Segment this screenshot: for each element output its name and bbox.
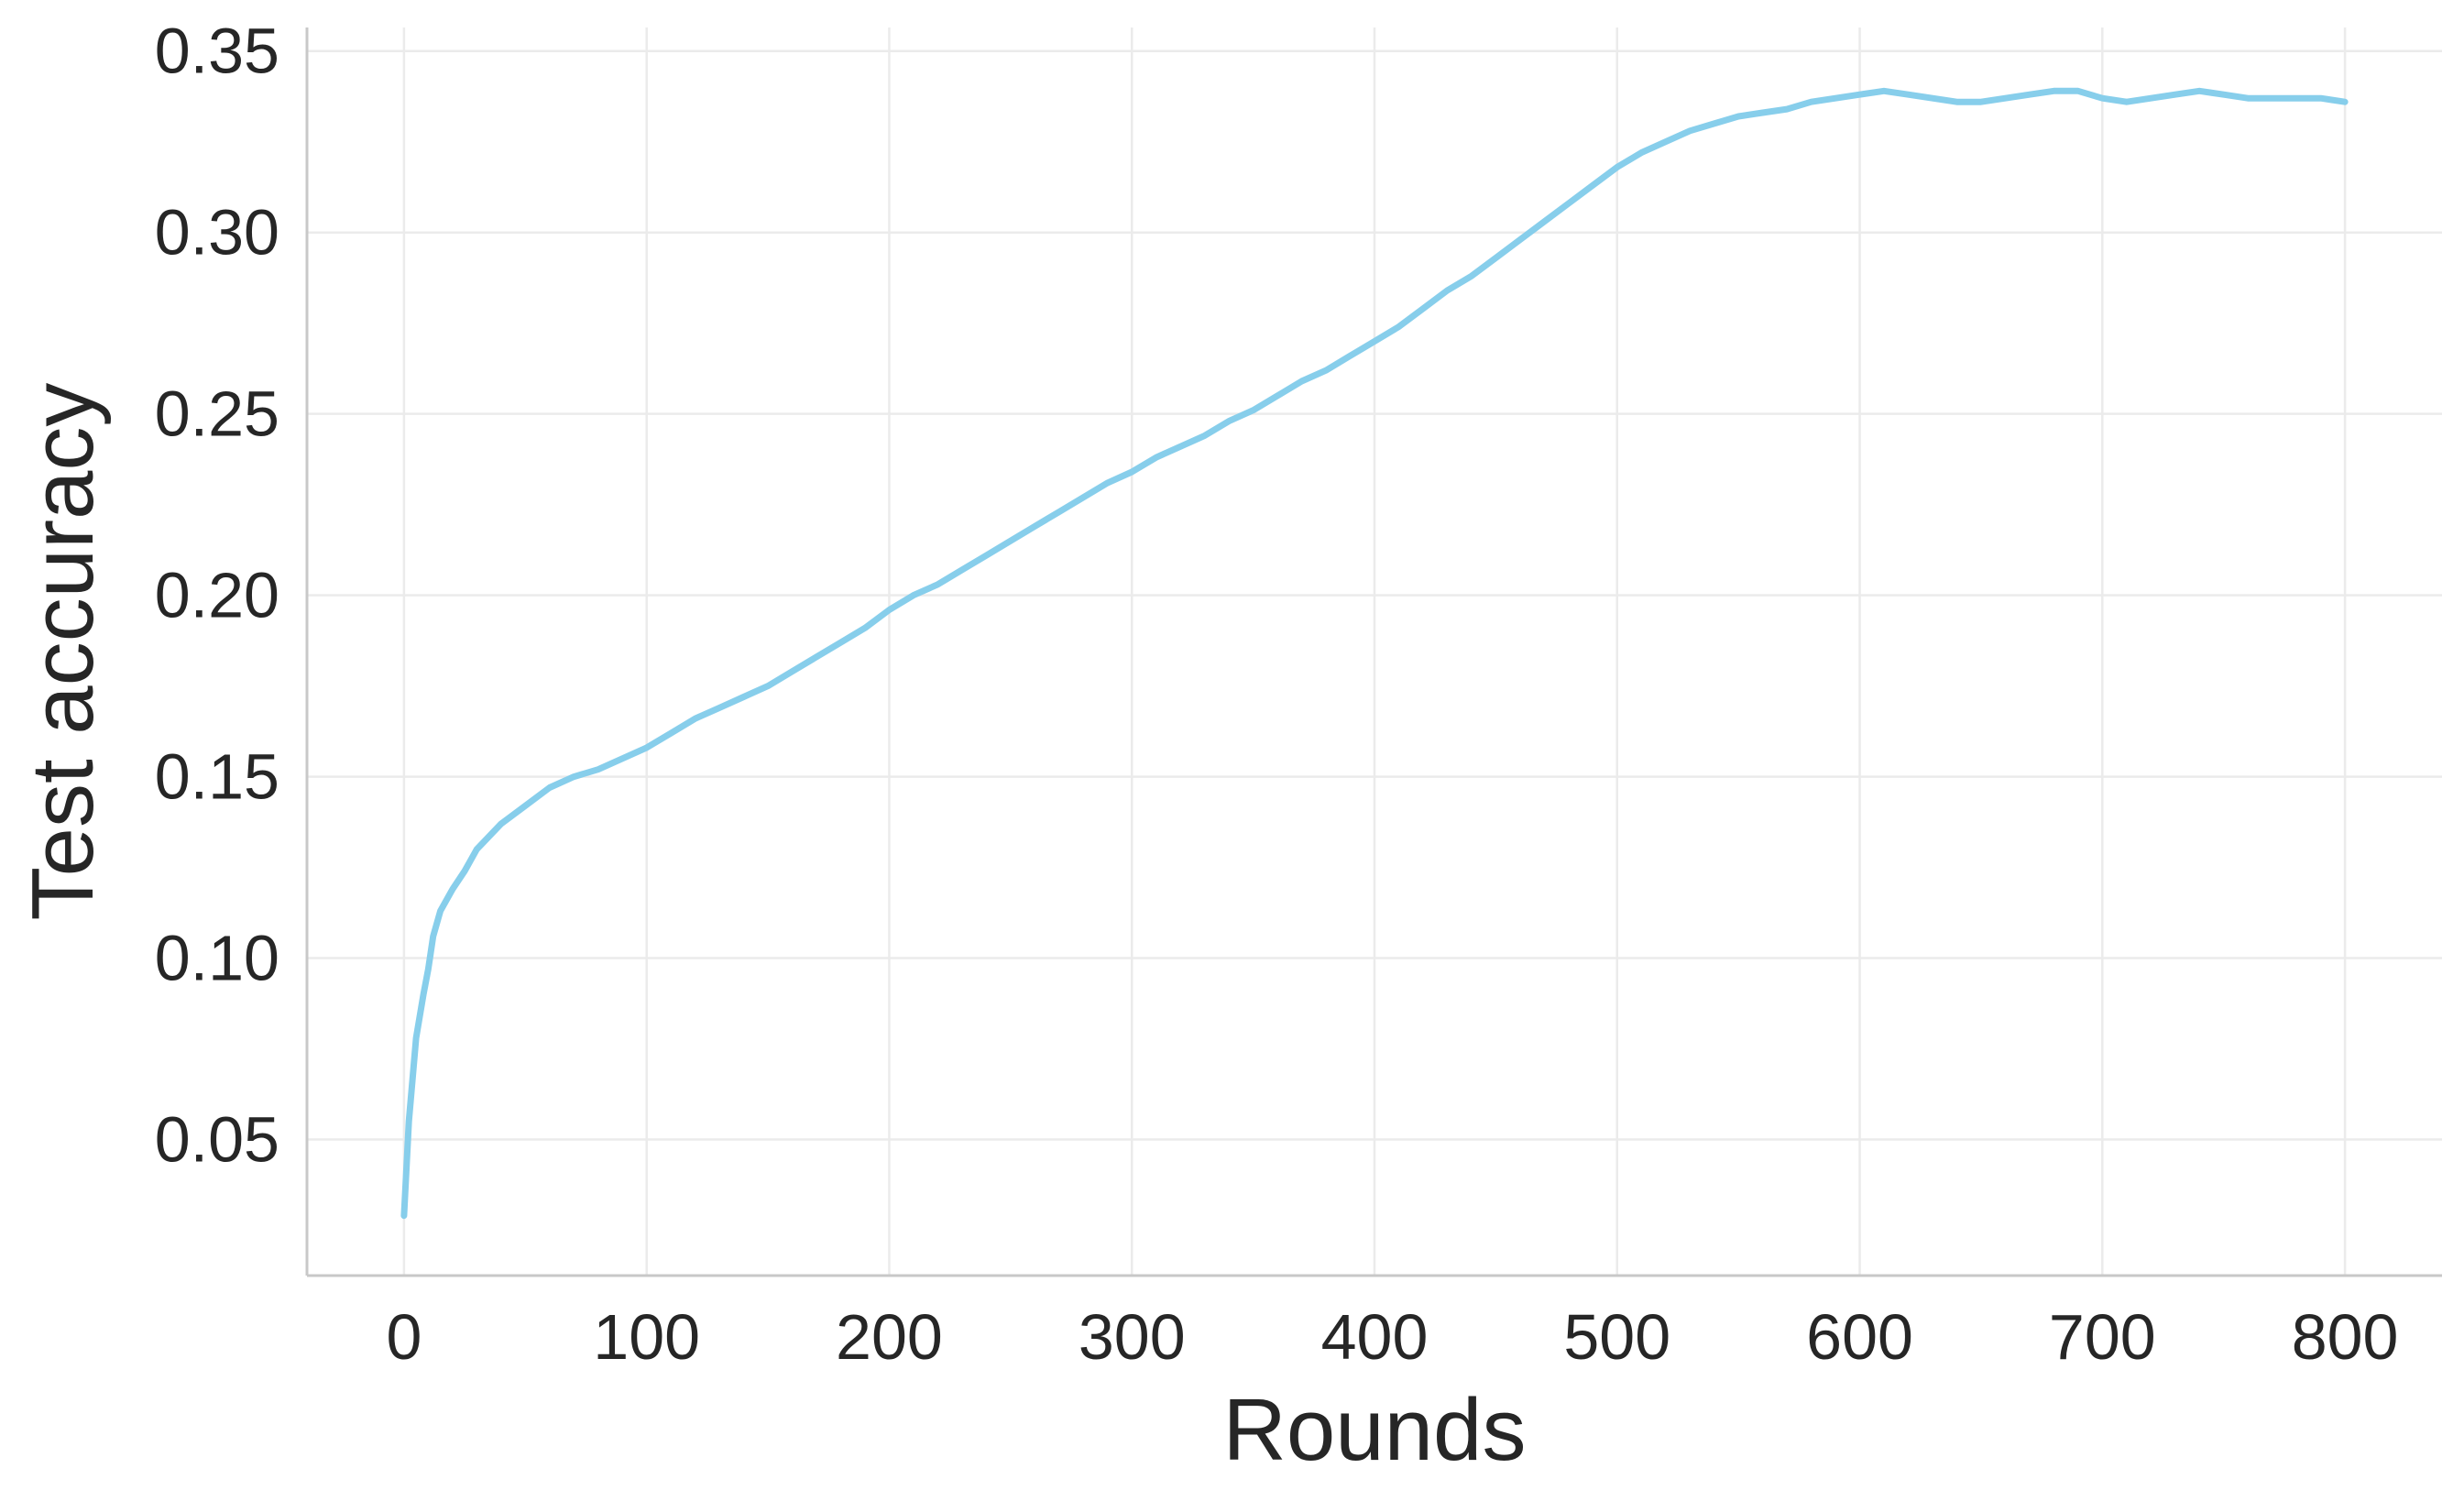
x-tick-label: 0 bbox=[386, 1301, 422, 1373]
x-axis-label: Rounds bbox=[1223, 1381, 1527, 1479]
x-tick-label: 600 bbox=[1806, 1301, 1913, 1373]
y-tick-label: 0.10 bbox=[155, 923, 279, 994]
x-tick-label: 700 bbox=[2049, 1301, 2156, 1373]
y-tick-label: 0.20 bbox=[155, 560, 279, 631]
x-gridlines bbox=[402, 27, 2347, 1276]
x-tick-label: 800 bbox=[2292, 1301, 2399, 1373]
series-group bbox=[400, 87, 2349, 1220]
x-tick-label: 500 bbox=[1563, 1301, 1670, 1373]
y-tick-label: 0.30 bbox=[155, 197, 279, 268]
y-tick-labels: 0.05 0.10 0.15 0.20 0.25 0.30 0.35 bbox=[155, 16, 279, 1176]
x-tick-labels: 0 100 200 300 400 500 600 700 800 bbox=[386, 1301, 2398, 1373]
x-tick-label: 400 bbox=[1321, 1301, 1429, 1373]
y-tick-label: 0.35 bbox=[155, 16, 279, 87]
y-gridlines bbox=[307, 49, 2442, 1141]
x-tick-label: 200 bbox=[836, 1301, 943, 1373]
y-tick-label: 0.15 bbox=[155, 741, 279, 813]
x-tick-label: 300 bbox=[1079, 1301, 1186, 1373]
accuracy-line bbox=[400, 87, 2349, 1220]
y-tick-label: 0.25 bbox=[155, 378, 279, 450]
x-tick-label: 100 bbox=[593, 1301, 700, 1373]
y-tick-label: 0.05 bbox=[155, 1104, 279, 1176]
y-axis-label: Test accuracy bbox=[14, 383, 112, 921]
